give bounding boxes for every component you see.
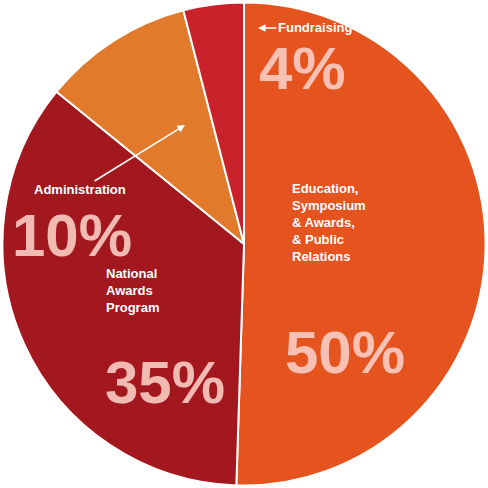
svg-text:NationalAwardsProgram: NationalAwardsProgram <box>106 266 159 315</box>
svg-text:10%: 10% <box>12 202 132 269</box>
svg-text:4%: 4% <box>259 35 346 102</box>
svg-text:50%: 50% <box>285 319 405 386</box>
svg-text:Fundraising: Fundraising <box>278 20 352 35</box>
svg-text:Education,Symposium& Awards,&: Education,Symposium& Awards,& PublicRela… <box>292 181 366 264</box>
svg-text:Administration: Administration <box>34 182 126 197</box>
svg-text:35%: 35% <box>105 349 225 416</box>
